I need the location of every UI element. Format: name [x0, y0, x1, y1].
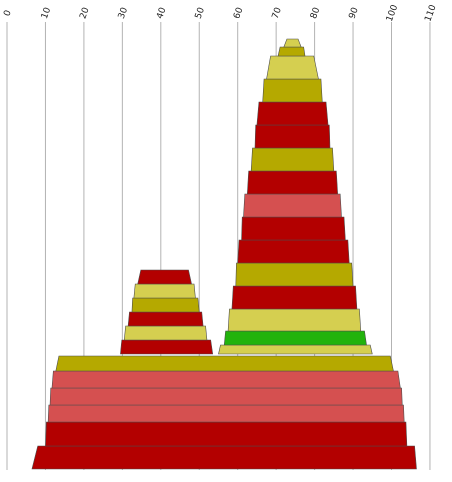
funnel-band-stack1-level5	[51, 370, 401, 389]
x-tick-label: 20	[78, 6, 91, 20]
x-axis-ticks: 0 10 20 30 40 50 60 70 80 90 100 110	[2, 3, 438, 23]
x-tick-label: 90	[348, 6, 361, 20]
funnel-bands	[31, 38, 417, 470]
funnel-band-stack3-level4	[231, 285, 358, 310]
funnel-band-stack2-level1	[120, 339, 214, 355]
funnel-band-stack2-level2	[123, 325, 208, 341]
funnel-band-stack2-level3	[127, 311, 204, 327]
funnel-band-stack3-level8	[243, 193, 342, 218]
funnel-band-stack2-level4	[131, 297, 200, 313]
x-tick-label: 80	[309, 6, 322, 20]
funnel-band-stack3-level10	[250, 147, 335, 172]
funnel-band-stack3-level12	[256, 101, 329, 126]
funnel-band-stack1-level6	[55, 355, 394, 372]
funnel-band-stack1-level3	[47, 404, 405, 423]
funnel-band-stack3-level6	[237, 239, 350, 264]
funnel-band-stack2-level6	[137, 269, 192, 285]
x-tick-label: 110	[423, 3, 438, 23]
funnel-band-stack3-level5	[235, 262, 354, 287]
funnel-band-stack3-level7	[241, 216, 346, 241]
funnel-band-stack3-level15	[277, 46, 306, 57]
x-tick-label: 70	[271, 6, 284, 20]
funnel-band-stack3-level16	[283, 38, 302, 48]
funnel-band-stack3-level14	[266, 55, 319, 80]
funnel-band-stack2-level5	[133, 283, 196, 299]
funnel-band-stack3-level13	[262, 78, 323, 103]
funnel-band-stack3-level11	[254, 124, 331, 149]
funnel-band-stack3-level3	[227, 308, 362, 332]
x-tick-label: 10	[40, 6, 53, 20]
x-tick-label: 60	[232, 6, 245, 20]
funnel-band-stack1-level2	[45, 421, 408, 447]
funnel-band-stack3-level2	[223, 330, 367, 346]
x-tick-label: 40	[155, 6, 168, 20]
funnel-band-stack3-level1	[218, 344, 373, 355]
x-tick-label: 30	[117, 6, 130, 20]
funnel-band-stack1-level4	[49, 387, 403, 406]
funnel-band-stack1-level1	[31, 445, 417, 470]
x-tick-label: 0	[2, 9, 13, 18]
x-tick-label: 100	[385, 3, 400, 23]
x-tick-label: 50	[194, 6, 207, 20]
funnel-band-stack3-level9	[246, 170, 338, 195]
